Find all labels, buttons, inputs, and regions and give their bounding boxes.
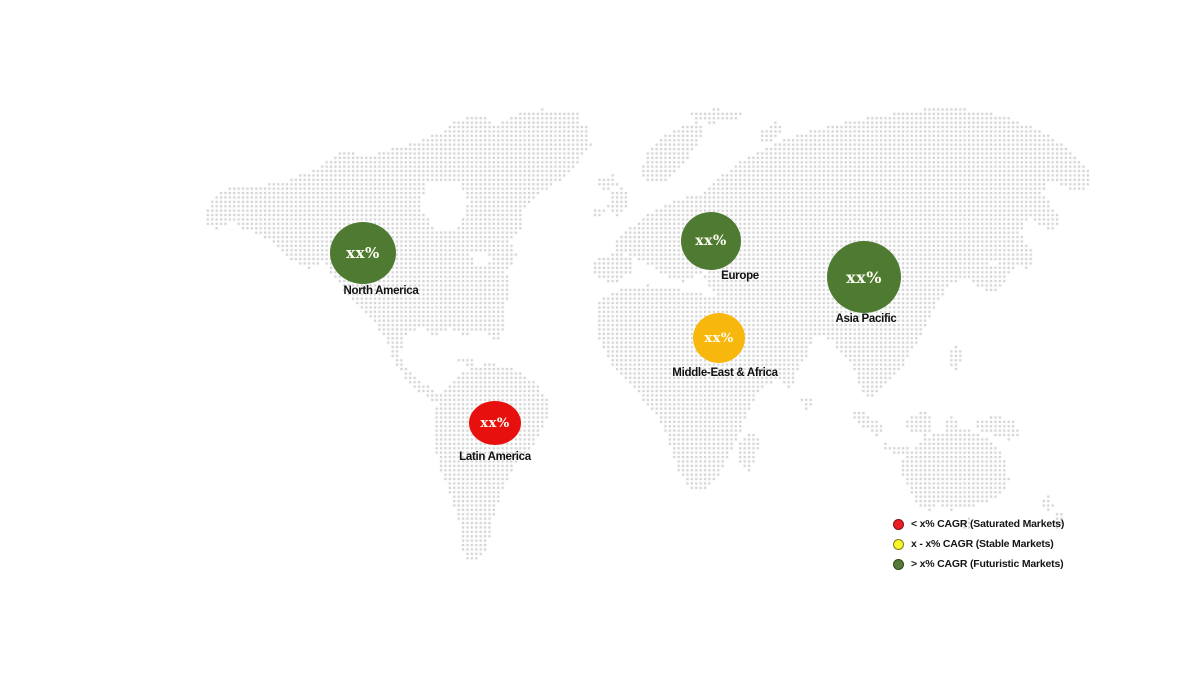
legend-row-saturated: < x% CAGR (Saturated Markets) — [893, 518, 1064, 530]
legend-dot-futuristic-icon — [893, 558, 904, 570]
region-label-latin-america: Latin America — [459, 451, 531, 463]
region-bubble-asia-pacific: xx% — [827, 241, 901, 313]
legend-row-futuristic: > x% CAGR (Futuristic Markets) — [893, 558, 1064, 570]
region-value-north-america: xx% — [346, 244, 380, 262]
region-label-europe: Europe — [721, 270, 759, 282]
region-value-europe: xx% — [695, 233, 727, 249]
cagr-legend: < x% CAGR (Saturated Markets) x - x% CAG… — [893, 518, 1064, 570]
region-label-middle-east-africa: Middle-East & Africa — [672, 367, 778, 379]
region-label-north-america: North America — [343, 285, 419, 297]
region-value-middle-east-africa: xx% — [704, 330, 734, 346]
region-bubble-europe: xx% — [681, 212, 741, 270]
region-bubble-latin-america: xx% — [469, 401, 521, 445]
region-label-asia-pacific: Asia Pacific — [835, 313, 897, 325]
legend-dot-stable-icon — [893, 538, 904, 550]
legend-label-stable: x - x% CAGR (Stable Markets) — [911, 538, 1054, 550]
region-bubble-middle-east-africa: xx% — [693, 313, 745, 363]
legend-label-futuristic: > x% CAGR (Futuristic Markets) — [911, 558, 1064, 570]
region-value-latin-america: xx% — [480, 415, 510, 431]
legend-label-saturated: < x% CAGR (Saturated Markets) — [911, 518, 1065, 530]
legend-row-stable: x - x% CAGR (Stable Markets) — [893, 538, 1064, 550]
region-value-asia-pacific: xx% — [846, 267, 882, 287]
legend-dot-saturated-icon — [893, 518, 904, 530]
region-bubble-north-america: xx% — [330, 222, 396, 284]
